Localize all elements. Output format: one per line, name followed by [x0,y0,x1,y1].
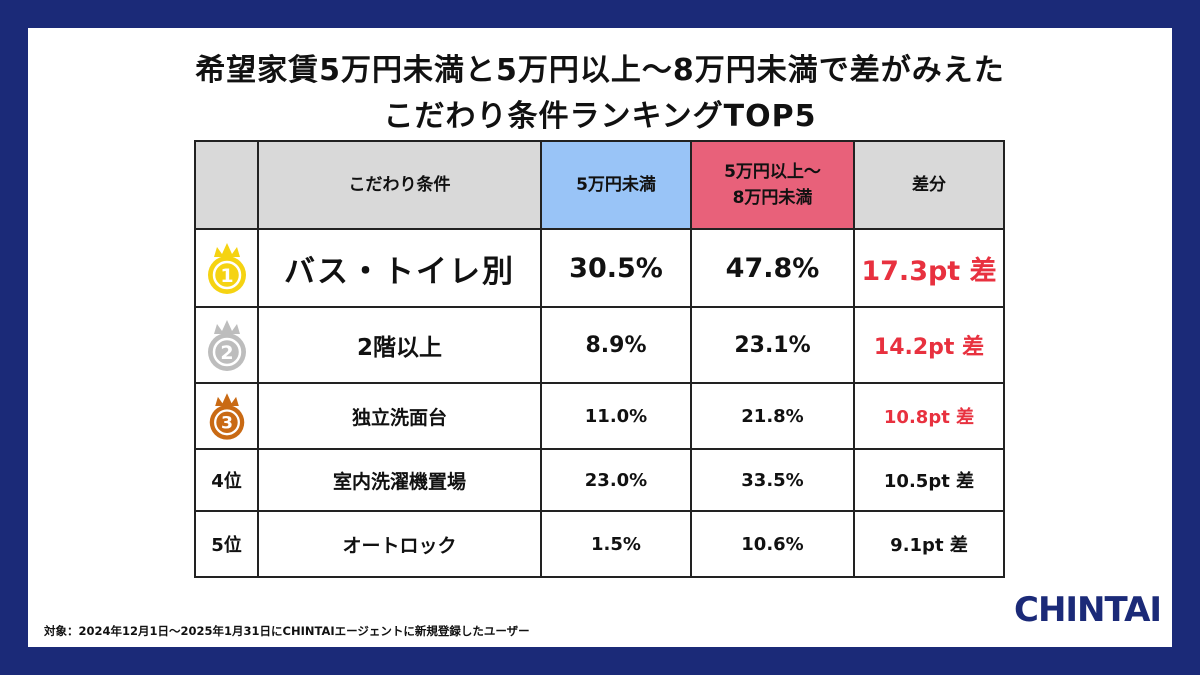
footnote: 対象：2024年12月1日〜2025年1月31日にCHINTAIエージェントに新… [44,624,530,638]
condition-cell: 独立洗面台 [257,382,542,450]
header-50k-to-80k: 5万円以上〜 8万円未満 [690,140,855,230]
value-under-50k: 23.0% [540,448,692,512]
table-row: 2 2階以上 8.9% 23.1% 14.2pt 差 [194,306,1005,384]
medal-number: 1 [220,265,233,287]
silver-medal-icon: 2 [207,320,246,371]
table-row: 4位 室内洗濯機置場 23.0% 33.5% 10.5pt 差 [194,448,1005,512]
value-50k-to-80k: 47.8% [690,228,855,308]
table-header-row: こだわり条件 5万円未満 5万円以上〜 8万円未満 差分 [194,140,1005,230]
medal-number: 3 [220,414,232,434]
header-50k-to-80k-line-1: 5万円以上〜 [724,162,821,182]
main-card: 希望家賃5万円未満と5万円以上〜8万円未満で差がみえた こだわり条件ランキングT… [28,28,1172,647]
table-row: 5位 オートロック 1.5% 10.6% 9.1pt 差 [194,510,1005,578]
chart-title: 希望家賃5万円未満と5万円以上〜8万円未満で差がみえた こだわり条件ランキングT… [28,48,1172,140]
bronze-medal-icon: 3 [209,393,244,440]
header-under-50k: 5万円未満 [540,140,692,230]
value-under-50k: 8.9% [540,306,692,384]
rank-cell-2: 2 [194,306,259,384]
medal-number: 2 [220,342,233,364]
diff-cell: 14.2pt 差 [853,306,1005,384]
value-50k-to-80k: 21.8% [690,382,855,450]
value-under-50k: 1.5% [540,510,692,578]
table-row: 1 バス・トイレ別 30.5% 47.8% 17.3pt 差 [194,228,1005,308]
rank-cell-4: 4位 [194,448,259,512]
rank-cell-5: 5位 [194,510,259,578]
chintai-logo: CHINTAI [1014,590,1162,630]
diff-cell: 10.8pt 差 [853,382,1005,450]
title-line-2: こだわり条件ランキングTOP5 [383,99,817,134]
diff-cell: 9.1pt 差 [853,510,1005,578]
ranking-table: こだわり条件 5万円未満 5万円以上〜 8万円未満 差分 1 バス・トイレ別 3… [194,140,1005,578]
title-line-1: 希望家賃5万円未満と5万円以上〜8万円未満で差がみえた [195,53,1005,88]
rank-cell-1: 1 [194,228,259,308]
value-50k-to-80k: 10.6% [690,510,855,578]
condition-cell: 2階以上 [257,306,542,384]
gold-medal-icon: 1 [207,243,246,294]
value-50k-to-80k: 23.1% [690,306,855,384]
condition-cell: オートロック [257,510,542,578]
value-under-50k: 11.0% [540,382,692,450]
header-diff: 差分 [853,140,1005,230]
diff-cell: 17.3pt 差 [853,228,1005,308]
header-rank [194,140,259,230]
condition-cell: バス・トイレ別 [257,228,542,308]
rank-cell-3: 3 [194,382,259,450]
value-50k-to-80k: 33.5% [690,448,855,512]
table-row: 3 独立洗面台 11.0% 21.8% 10.8pt 差 [194,382,1005,450]
value-under-50k: 30.5% [540,228,692,308]
diff-cell: 10.5pt 差 [853,448,1005,512]
header-50k-to-80k-line-2: 8万円未満 [732,188,813,208]
header-condition: こだわり条件 [257,140,542,230]
condition-cell: 室内洗濯機置場 [257,448,542,512]
